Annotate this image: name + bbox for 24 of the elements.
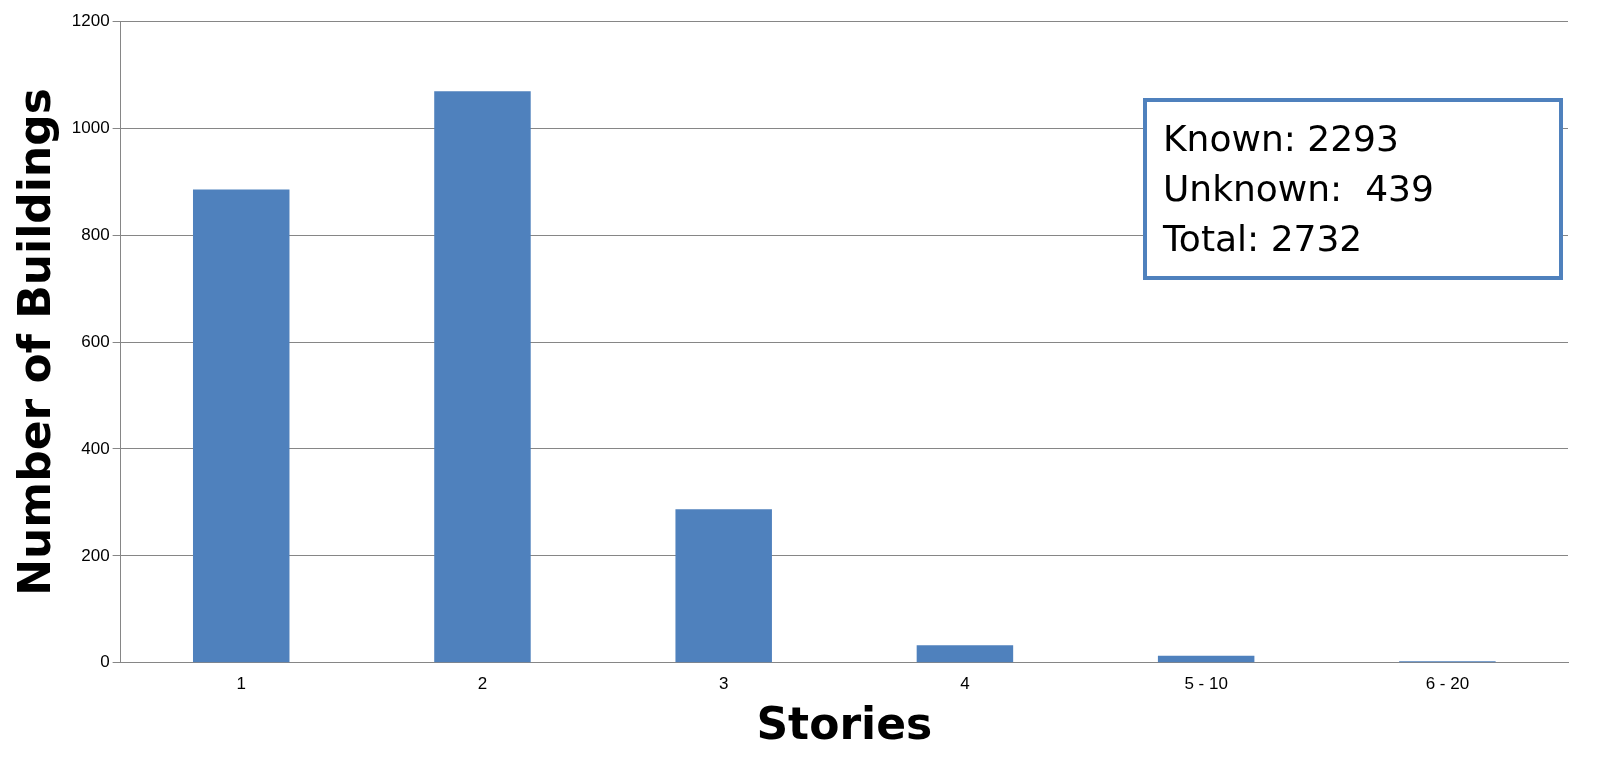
y-tick-label: 200: [81, 545, 110, 565]
annotation: Total: 2732: [1163, 217, 1364, 261]
bar: [675, 509, 772, 663]
x-tick-label: 4: [960, 673, 970, 693]
bar: [434, 91, 531, 663]
x-tick-label: 1: [236, 673, 246, 693]
annotation: Known: 2293: [1163, 117, 1400, 161]
x-axis-title: Stories: [756, 698, 933, 750]
x-tick-label: 5 - 10: [1184, 673, 1228, 693]
y-tick-label: 800: [81, 224, 110, 244]
text-box: Known: 2293 Unknown: 439 Total: 2732: [1143, 98, 1563, 280]
x-tick-label: 2: [477, 673, 488, 693]
y-tick-label: 0: [100, 652, 110, 672]
y-tick-label: 1000: [71, 117, 110, 137]
bar: [1157, 655, 1255, 663]
x-tick-label: 6 - 20: [1425, 673, 1470, 693]
annotation: Unknown: 439: [1163, 167, 1435, 211]
y-tick-label: 600: [81, 331, 110, 351]
bar: [916, 645, 1014, 663]
y-tick-label: 400: [81, 438, 110, 458]
x-tick-label: 3: [718, 673, 729, 693]
y-tick-label: 1200: [71, 10, 110, 30]
bar: [192, 189, 290, 663]
y-axis-title: Number of Buildings: [8, 88, 60, 596]
